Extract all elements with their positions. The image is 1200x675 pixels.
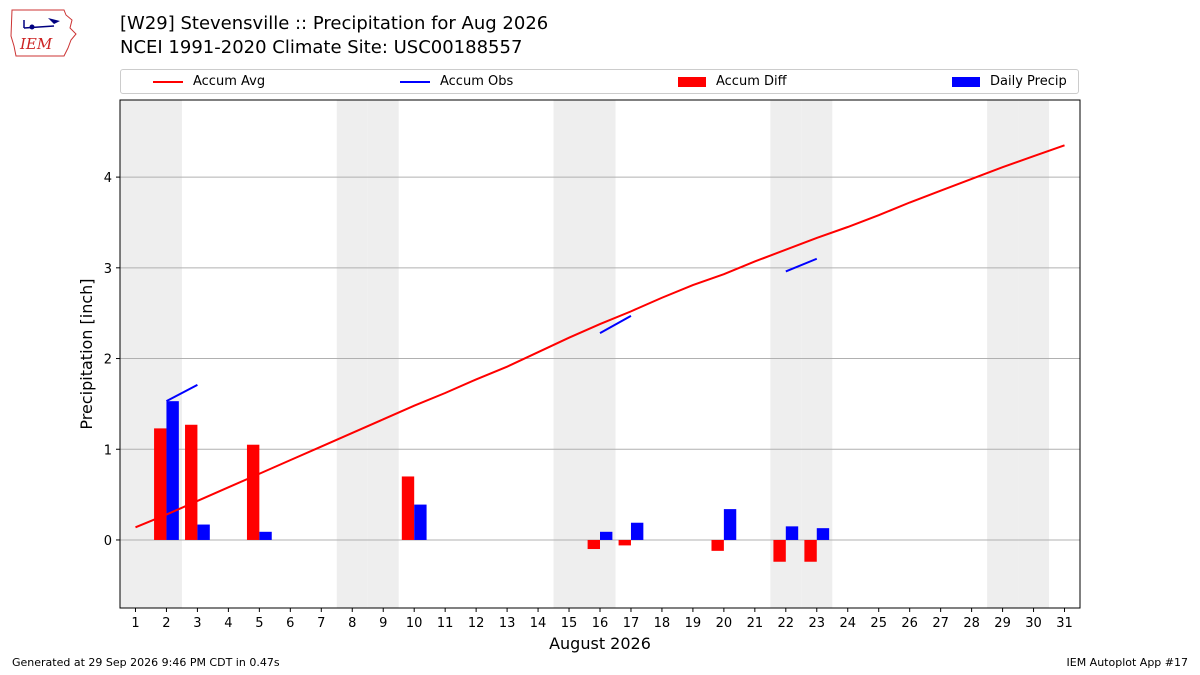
weekend-shade <box>584 100 616 608</box>
weekend-shade <box>987 100 1019 608</box>
x-tick-label: 16 <box>592 616 609 631</box>
daily-precip-bar <box>816 528 830 540</box>
y-tick-label: 0 <box>104 534 112 549</box>
accum-diff-bar <box>804 539 817 562</box>
accum-obs-segment <box>785 257 818 273</box>
weekend-shade <box>801 100 833 608</box>
accum-obs-segment <box>599 315 632 335</box>
x-tick-label: 23 <box>809 616 826 631</box>
iem-logo: IEM <box>10 9 77 57</box>
accum-diff-bar <box>246 444 260 540</box>
footer-generated: Generated at 29 Sep 2026 9:46 PM CDT in … <box>12 656 280 669</box>
x-tick-label: 31 <box>1056 616 1073 631</box>
weekend-shade <box>367 100 399 608</box>
daily-precip-bar <box>630 522 644 540</box>
x-tick-label: 12 <box>468 616 485 631</box>
x-tick-label: 11 <box>437 616 454 631</box>
daily-precip-bar <box>166 401 179 540</box>
weekend-shade <box>120 100 151 608</box>
legend-label-accum-avg: Accum Avg <box>193 74 266 89</box>
footer-app-id: IEM Autoplot App #17 <box>1066 656 1189 669</box>
x-tick-label: 17 <box>623 616 640 631</box>
chart-title: [W29] Stevensville :: Precipitation for … <box>120 12 548 60</box>
x-tick-label: 14 <box>530 616 547 631</box>
x-tick-label: 8 <box>348 616 356 631</box>
y-tick-label: 3 <box>104 262 112 277</box>
x-tick-label: 30 <box>1025 616 1042 631</box>
x-tick-label: 28 <box>963 616 980 631</box>
y-tick-label: 4 <box>104 171 112 186</box>
x-tick-label: 2 <box>162 616 170 631</box>
daily-precip-bar <box>785 526 799 540</box>
legend-accum-obs: Accum Obs <box>400 70 513 93</box>
x-tick-label: 1 <box>131 616 139 631</box>
daily-precip-bar <box>600 531 613 540</box>
legend-label-daily-precip: Daily Precip <box>990 74 1067 89</box>
x-tick-label: 26 <box>901 616 918 631</box>
legend-swatch-accum-diff <box>678 76 706 87</box>
legend-swatch-accum-avg <box>153 80 183 83</box>
x-tick-label: 21 <box>747 616 764 631</box>
legend-daily-precip: Daily Precip <box>952 70 1067 93</box>
x-tick-label: 10 <box>406 616 423 631</box>
accum-diff-bar <box>618 539 631 546</box>
x-tick-label: 15 <box>561 616 578 631</box>
x-tick-label: 18 <box>654 616 671 631</box>
x-tick-label: 4 <box>224 616 232 631</box>
logo-text: IEM <box>19 35 53 53</box>
x-tick-label: 19 <box>685 616 702 631</box>
accum-diff-bar <box>773 539 786 562</box>
x-tick-label: 24 <box>839 616 856 631</box>
legend-label-accum-obs: Accum Obs <box>440 74 514 89</box>
iowa-outline-icon <box>10 9 77 57</box>
x-axis-label: August 2026 <box>549 634 651 653</box>
weekend-shade <box>770 100 802 608</box>
accum-avg-line <box>135 144 1065 529</box>
x-tick-label: 6 <box>286 616 294 631</box>
weekend-shade <box>553 100 585 608</box>
daily-precip-bar <box>259 531 272 540</box>
legend-accum-diff: Accum Diff <box>678 70 787 93</box>
x-tick-label: 22 <box>778 616 795 631</box>
x-tick-label: 25 <box>870 616 887 631</box>
accum-diff-bar <box>711 539 724 551</box>
legend-swatch-accum-obs <box>400 80 430 83</box>
x-tick-label: 27 <box>932 616 949 631</box>
daily-precip-bar <box>414 504 427 540</box>
accum-diff-bar <box>154 428 167 540</box>
accum-diff-bar <box>185 424 198 540</box>
legend-accum-avg: Accum Avg <box>153 70 265 93</box>
accum-obs-segment <box>165 383 198 403</box>
y-tick-label: 2 <box>104 353 112 368</box>
title-line-2: NCEI 1991-2020 Climate Site: USC00188557 <box>120 37 523 58</box>
y-axis-label: Precipitation [inch] <box>77 278 96 429</box>
x-tick-label: 9 <box>379 616 387 631</box>
x-tick-label: 5 <box>255 616 263 631</box>
weekend-shade <box>336 100 368 608</box>
title-line-1: [W29] Stevensville :: Precipitation for … <box>120 13 549 34</box>
weekend-shade <box>1018 100 1050 608</box>
legend-label-accum-diff: Accum Diff <box>716 74 787 89</box>
y-tick-label: 1 <box>104 443 112 458</box>
daily-precip-bar <box>197 524 210 540</box>
x-tick-label: 13 <box>499 616 516 631</box>
daily-precip-bar <box>723 509 737 540</box>
legend: Accum Avg Accum Obs Accum Diff Daily Pre… <box>120 69 1079 94</box>
accum-diff-bar <box>587 539 600 550</box>
x-tick-label: 7 <box>317 616 325 631</box>
x-tick-label: 29 <box>994 616 1011 631</box>
x-tick-label: 20 <box>716 616 733 631</box>
legend-swatch-daily-precip <box>952 76 980 87</box>
accum-diff-bar <box>401 476 415 540</box>
x-tick-label: 3 <box>193 616 201 631</box>
